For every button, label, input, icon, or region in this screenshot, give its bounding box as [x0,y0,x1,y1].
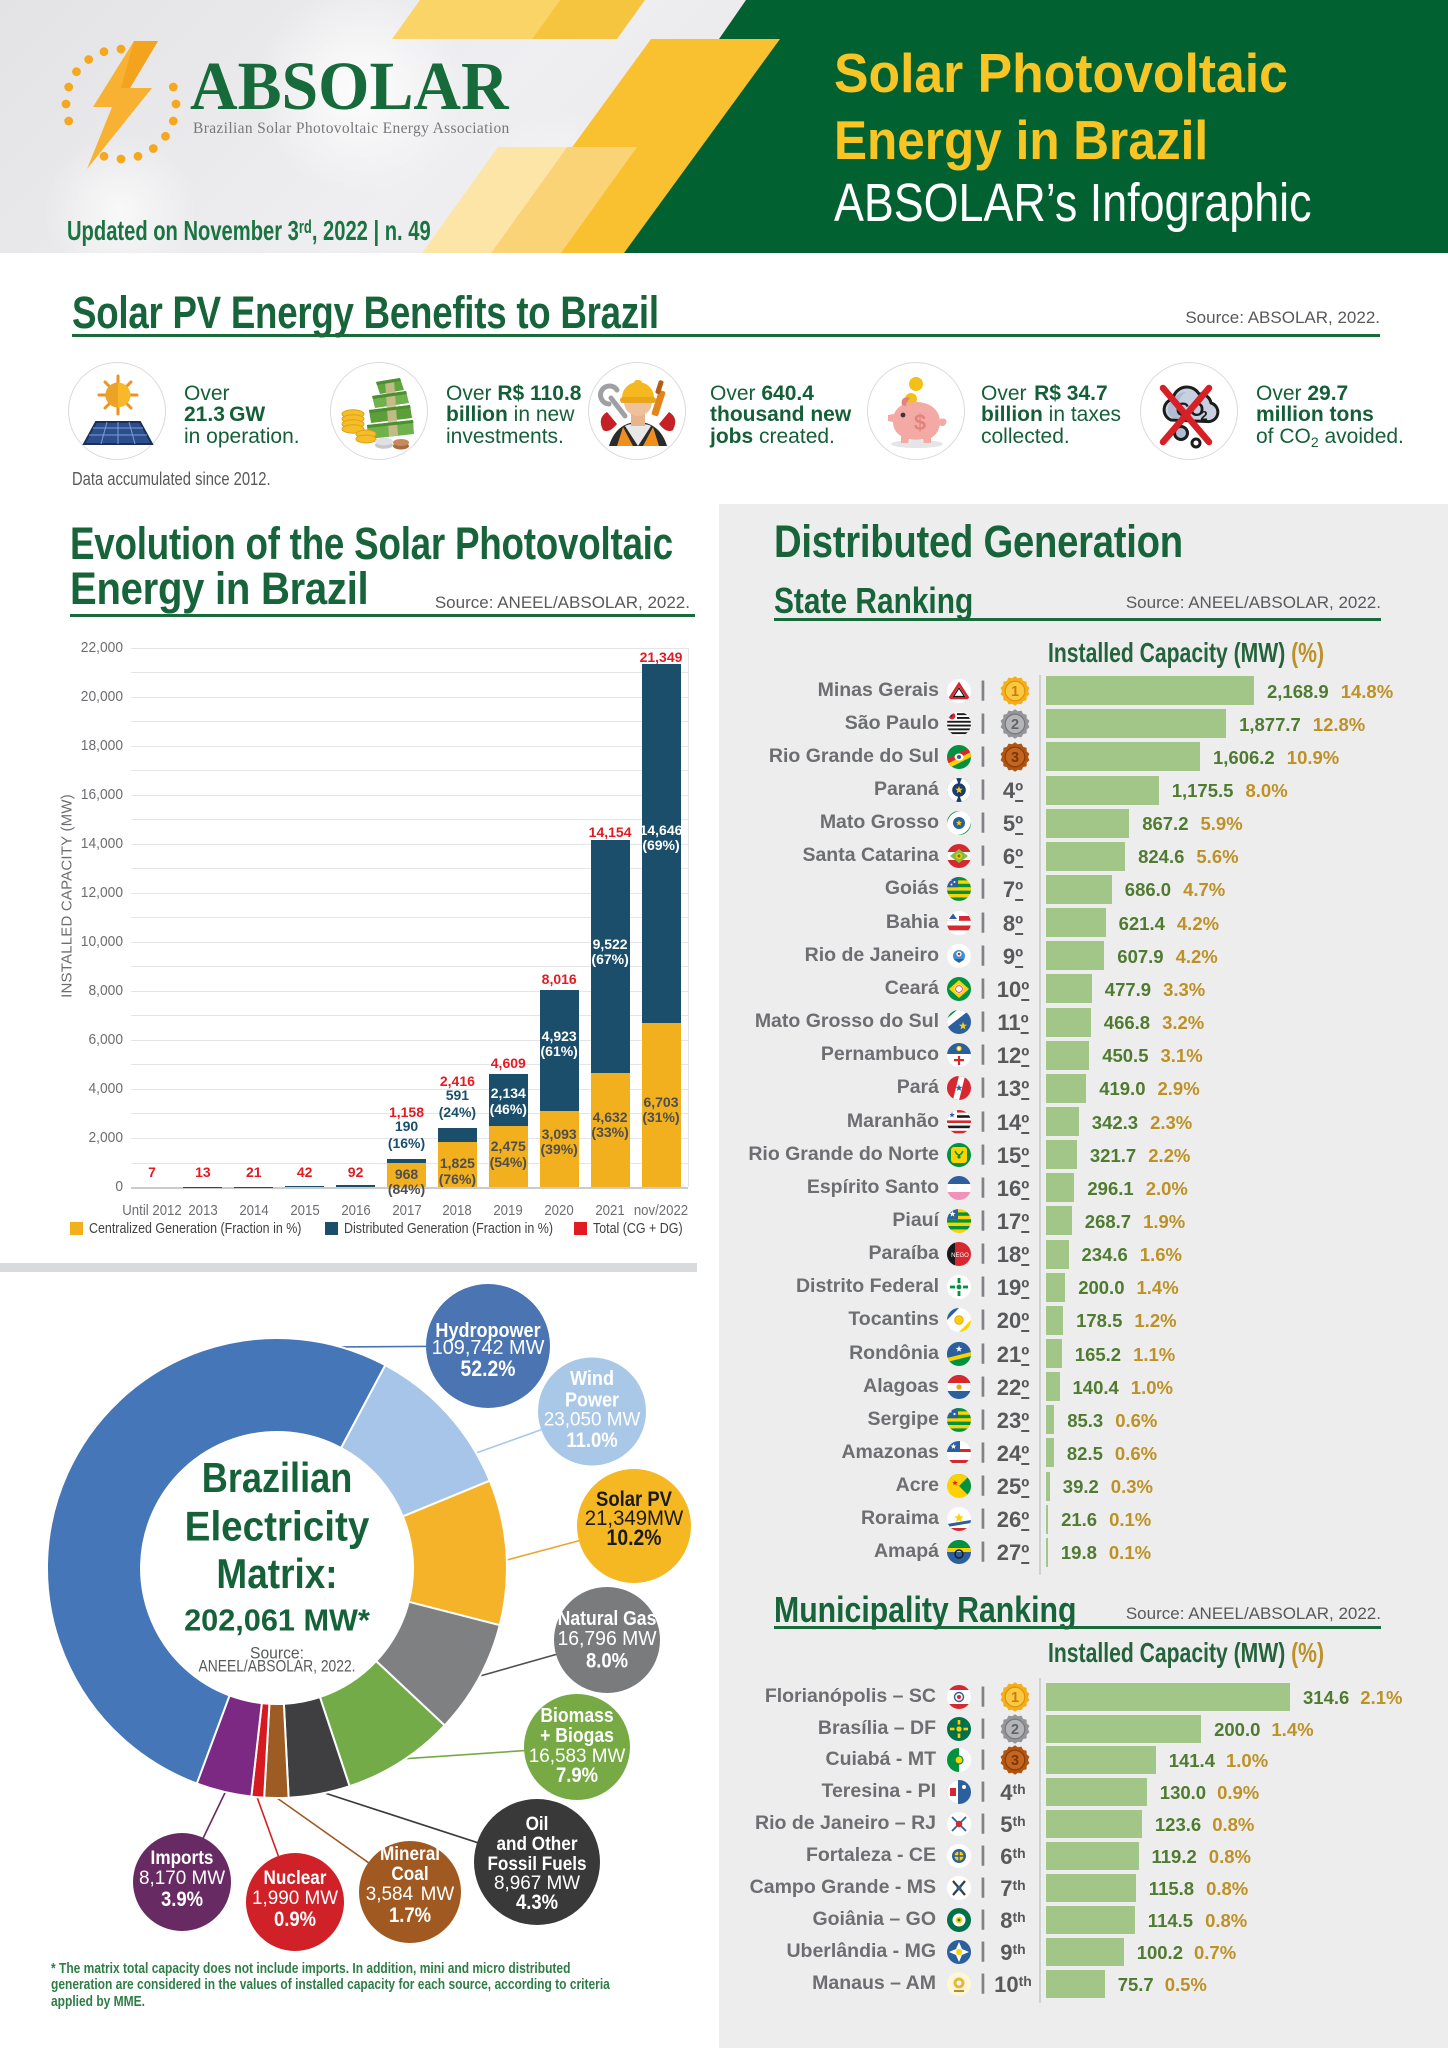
svg-text:Hydropower: Hydropower [435,1320,541,1342]
svg-text:Brazilian: Brazilian [202,1456,352,1502]
svg-text:2: 2 [1200,408,1207,423]
svg-text:52.2%: 52.2% [461,1357,516,1381]
svg-text:NEGO: NEGO [951,1253,969,1259]
svg-text:Matrix:: Matrix: [216,1551,337,1598]
svg-text:16,583 MW: 16,583 MW [529,1746,626,1767]
svg-text:3: 3 [1011,1754,1019,1770]
svg-text:1.7%: 1.7% [389,1904,431,1927]
svg-text:Natural Gas: Natural Gas [558,1607,657,1629]
svg-text:2: 2 [1011,1722,1019,1738]
svg-text:Nuclear: Nuclear [264,1866,327,1888]
svg-text:202,061 MW*: 202,061 MW* [184,1602,370,1637]
svg-text:ANEEL/ABSOLAR, 2022.: ANEEL/ABSOLAR, 2022. [199,1658,356,1676]
svg-text:Coal: Coal [391,1862,428,1884]
svg-text:Oil: Oil [526,1812,549,1834]
svg-text:3,584 MW: 3,584 MW [366,1884,455,1905]
svg-text:21,349MW: 21,349MW [585,1507,684,1530]
svg-text:3: 3 [1011,750,1019,766]
svg-text:10.2%: 10.2% [607,1526,662,1550]
svg-text:0.9%: 0.9% [274,1908,316,1931]
svg-text:Wind: Wind [570,1368,614,1390]
svg-text:23,050 MW: 23,050 MW [544,1409,641,1430]
svg-text:Fossil Fuels: Fossil Fuels [487,1852,586,1874]
svg-text:1: 1 [1011,684,1019,700]
svg-text:$: $ [914,410,926,435]
svg-text:1: 1 [1011,1690,1019,1706]
svg-text:16,796 MW: 16,796 MW [557,1628,657,1650]
svg-text:3.9%: 3.9% [161,1888,203,1911]
svg-text:109,742 MW: 109,742 MW [432,1337,545,1359]
svg-text:Biomass: Biomass [540,1704,613,1726]
svg-text:2: 2 [1011,717,1019,733]
svg-text:+ Biogas: + Biogas [540,1724,614,1746]
svg-text:and Other: and Other [496,1832,577,1854]
svg-text:Imports: Imports [151,1846,214,1868]
svg-text:11.0%: 11.0% [566,1429,618,1452]
svg-text:Solar PV: Solar PV [596,1488,673,1511]
svg-text:Source:: Source: [250,1644,304,1662]
svg-text:8.0%: 8.0% [586,1649,628,1672]
svg-text:7.9%: 7.9% [556,1764,598,1787]
svg-text:8,967 MW: 8,967 MW [494,1873,581,1894]
svg-text:Power: Power [565,1390,620,1412]
svg-text:Electricity: Electricity [185,1502,370,1550]
svg-text:Mineral: Mineral [380,1842,440,1864]
svg-text:1,990 MW: 1,990 MW [252,1888,339,1909]
svg-text:8,170 MW: 8,170 MW [139,1868,226,1889]
svg-text:4.3%: 4.3% [516,1891,558,1914]
